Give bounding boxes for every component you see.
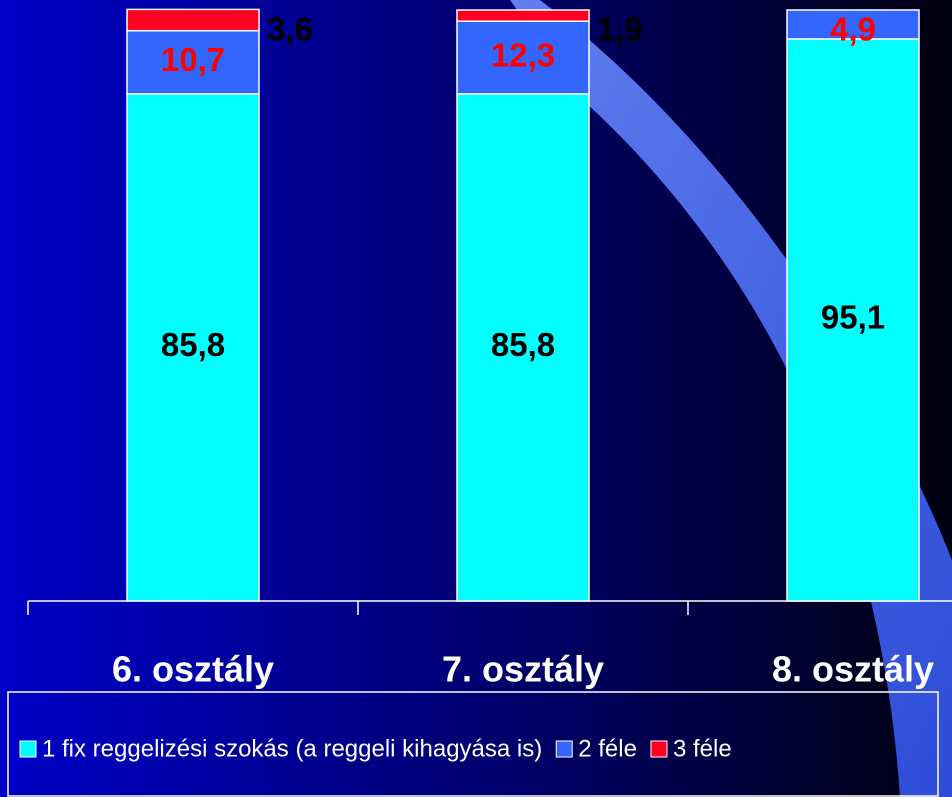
data-label: 4,9 — [830, 11, 876, 48]
plot-area: 6. osztály 85,8 10,7 3,6 7. osztály 85,8 12,3 1… — [27, 8, 952, 690]
legend-box — [7, 691, 939, 797]
legend-label: 1 fix reggelizési szokás (a reggeli kiha… — [42, 735, 542, 762]
bar-segment — [786, 9, 920, 40]
data-label: 12,3 — [491, 36, 555, 73]
legend-swatch — [650, 740, 668, 758]
data-label: 85,8 — [161, 326, 225, 363]
legend-label: 3 féle — [673, 735, 732, 762]
legend-swatch — [555, 740, 573, 758]
data-label: 85,8 — [491, 326, 555, 363]
x-tick-label: 8. osztály — [772, 649, 934, 690]
data-label: 3,6 — [267, 11, 313, 48]
data-label: 10,7 — [161, 41, 225, 78]
bar-segment — [126, 29, 260, 95]
bar-segment — [456, 9, 590, 22]
legend-label: 2 féle — [578, 735, 637, 762]
x-tick-label: 6. osztály — [112, 649, 274, 690]
data-label: 95,1 — [821, 299, 885, 336]
bar-segment — [126, 8, 260, 32]
legend-swatch — [19, 740, 37, 758]
bar-segment — [126, 93, 260, 602]
bar-segment — [456, 93, 590, 602]
x-tick-label: 7. osztály — [442, 649, 604, 690]
data-label: 1,9 — [597, 11, 643, 48]
